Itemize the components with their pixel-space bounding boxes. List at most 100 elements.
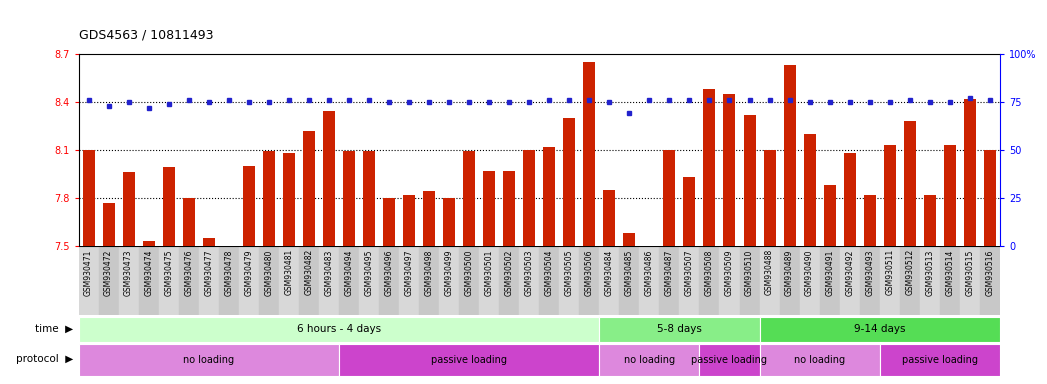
Text: no loading: no loading xyxy=(183,355,235,365)
Bar xyxy=(623,233,636,246)
Bar xyxy=(860,246,879,315)
Bar xyxy=(263,151,274,246)
Bar xyxy=(980,246,1000,315)
Bar xyxy=(719,246,739,315)
Bar xyxy=(499,246,519,315)
Bar xyxy=(904,121,916,246)
Bar xyxy=(504,170,515,246)
Text: GSM930516: GSM930516 xyxy=(985,249,995,296)
Text: GSM930515: GSM930515 xyxy=(965,249,975,296)
Bar xyxy=(439,246,459,315)
Text: GSM930504: GSM930504 xyxy=(544,249,554,296)
Bar xyxy=(98,246,118,315)
Bar xyxy=(524,150,535,246)
Bar xyxy=(463,151,475,246)
Bar xyxy=(298,246,319,315)
Bar xyxy=(142,241,155,246)
Text: GSM930492: GSM930492 xyxy=(845,249,854,296)
Bar xyxy=(319,246,339,315)
Bar xyxy=(219,246,239,315)
Bar xyxy=(800,246,820,315)
Bar xyxy=(964,99,976,246)
Text: no loading: no loading xyxy=(624,355,675,365)
Text: GSM930512: GSM930512 xyxy=(906,249,914,295)
Bar xyxy=(519,246,539,315)
Bar xyxy=(182,198,195,246)
Bar xyxy=(759,317,1000,342)
Bar xyxy=(879,344,1000,376)
Bar xyxy=(620,246,640,315)
Bar xyxy=(599,246,620,315)
Bar xyxy=(879,246,899,315)
Bar xyxy=(539,246,559,315)
Bar xyxy=(579,246,599,315)
Text: GSM930476: GSM930476 xyxy=(184,249,194,296)
Bar xyxy=(339,246,359,315)
Bar xyxy=(563,118,575,246)
Text: protocol  ▶: protocol ▶ xyxy=(16,354,73,364)
Bar xyxy=(864,195,875,246)
Bar xyxy=(919,246,940,315)
Text: GSM930479: GSM930479 xyxy=(244,249,253,296)
Bar xyxy=(79,344,339,376)
Bar xyxy=(243,166,254,246)
Bar xyxy=(419,246,439,315)
Bar xyxy=(322,111,335,246)
Text: GSM930498: GSM930498 xyxy=(424,249,433,296)
Bar xyxy=(984,150,996,246)
Text: GSM930500: GSM930500 xyxy=(465,249,473,296)
Bar xyxy=(603,190,616,246)
Text: GSM930471: GSM930471 xyxy=(84,249,93,296)
Bar xyxy=(543,147,555,246)
Bar xyxy=(583,62,596,246)
Text: passive loading: passive loading xyxy=(901,355,978,365)
Bar xyxy=(399,246,419,315)
Bar xyxy=(138,246,159,315)
Bar xyxy=(459,246,480,315)
Text: GSM930483: GSM930483 xyxy=(325,249,333,296)
Text: GSM930508: GSM930508 xyxy=(705,249,714,296)
Bar xyxy=(199,246,219,315)
Text: GSM930510: GSM930510 xyxy=(745,249,754,296)
Bar xyxy=(704,89,715,246)
Text: GSM930493: GSM930493 xyxy=(865,249,874,296)
Text: GSM930499: GSM930499 xyxy=(445,249,453,296)
Bar xyxy=(960,246,980,315)
Text: time  ▶: time ▶ xyxy=(36,323,73,333)
Bar xyxy=(379,246,399,315)
Text: GSM930509: GSM930509 xyxy=(725,249,734,296)
Text: GSM930497: GSM930497 xyxy=(404,249,414,296)
Text: 5-8 days: 5-8 days xyxy=(656,324,701,334)
Bar xyxy=(660,246,680,315)
Text: GSM930513: GSM930513 xyxy=(926,249,934,296)
Bar xyxy=(899,246,919,315)
Bar xyxy=(840,246,860,315)
Bar xyxy=(943,145,956,246)
Bar xyxy=(83,150,94,246)
Bar xyxy=(162,167,175,246)
Bar xyxy=(759,246,780,315)
Text: GSM930478: GSM930478 xyxy=(224,249,233,296)
Bar xyxy=(118,246,138,315)
Bar xyxy=(664,150,675,246)
Bar xyxy=(763,150,776,246)
Bar xyxy=(179,246,199,315)
Bar xyxy=(239,246,259,315)
Text: GSM930474: GSM930474 xyxy=(144,249,153,296)
Bar xyxy=(820,246,840,315)
Bar xyxy=(640,246,660,315)
Bar xyxy=(684,177,695,246)
Bar xyxy=(780,246,800,315)
Bar xyxy=(303,131,315,246)
Bar xyxy=(339,344,599,376)
Bar xyxy=(743,114,756,246)
Text: GSM930481: GSM930481 xyxy=(285,249,293,295)
Text: passive loading: passive loading xyxy=(431,355,507,365)
Bar xyxy=(159,246,179,315)
Text: GSM930505: GSM930505 xyxy=(564,249,574,296)
Text: GDS4563 / 10811493: GDS4563 / 10811493 xyxy=(79,28,213,41)
Bar xyxy=(103,203,114,246)
Bar xyxy=(723,94,735,246)
Bar xyxy=(699,246,719,315)
Text: GSM930475: GSM930475 xyxy=(164,249,173,296)
